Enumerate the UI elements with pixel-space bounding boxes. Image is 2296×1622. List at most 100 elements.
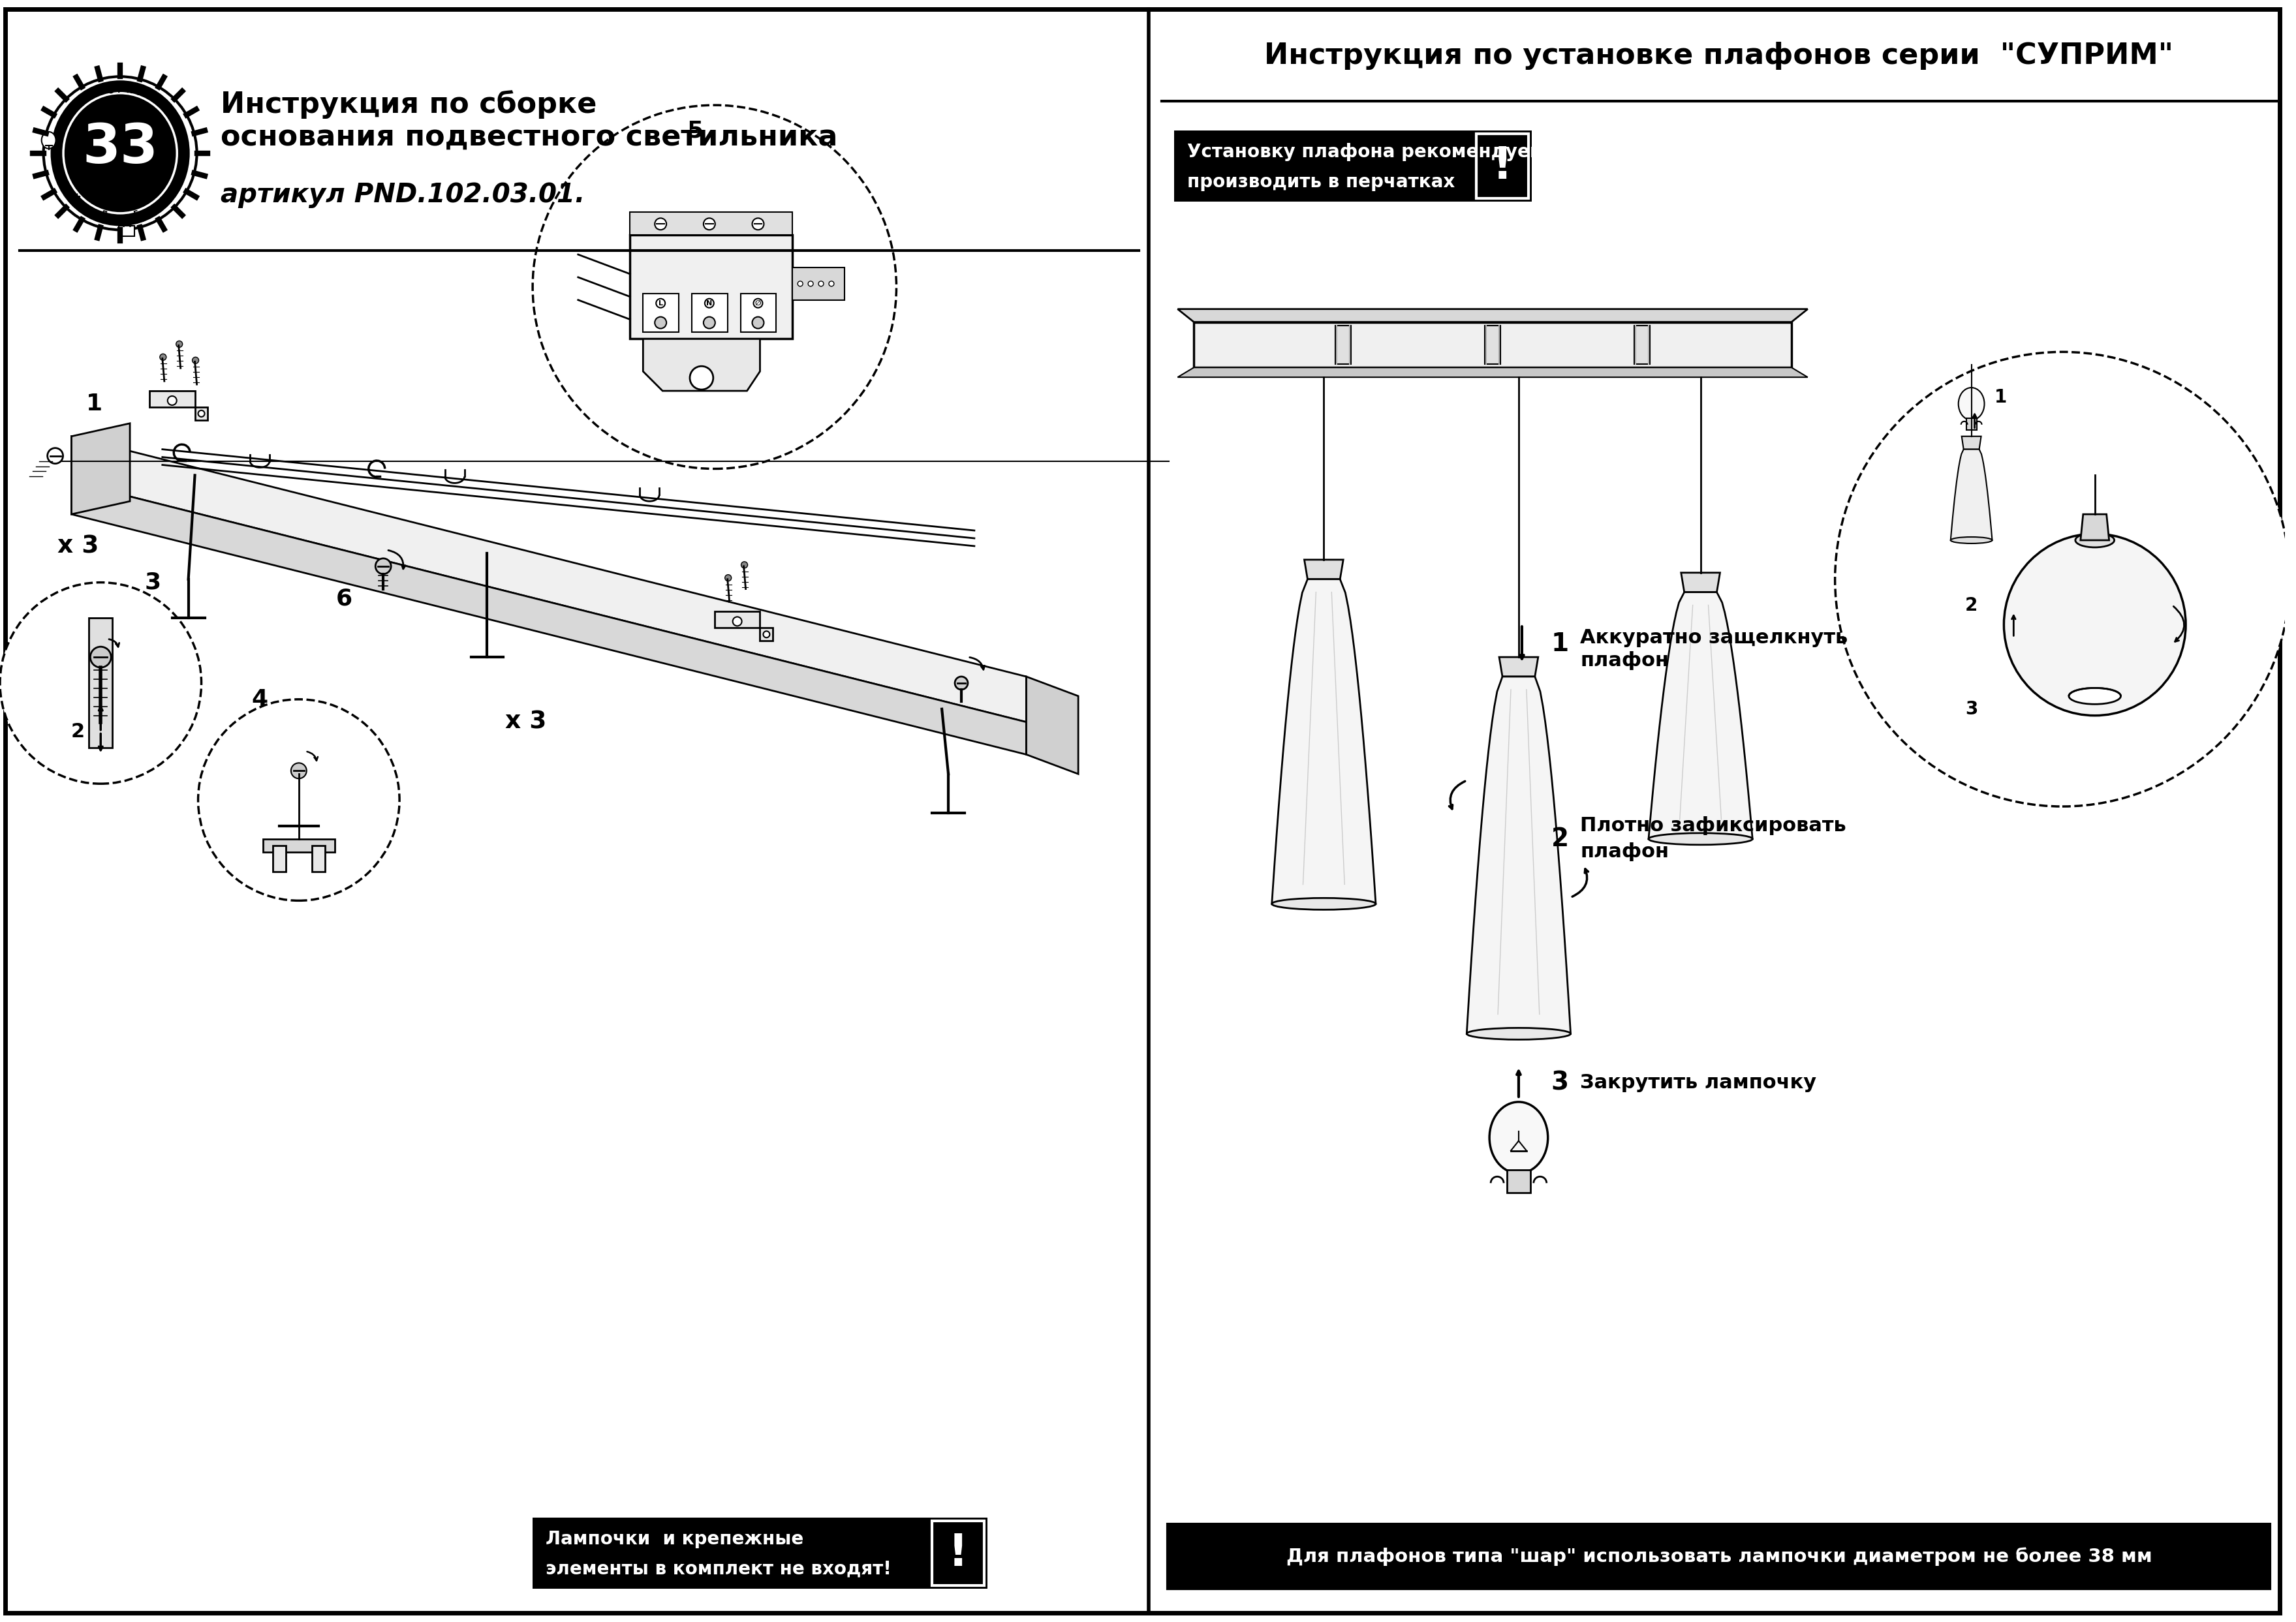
Text: 2: 2: [1965, 595, 1977, 615]
Circle shape: [533, 105, 895, 469]
Circle shape: [703, 316, 714, 329]
Text: 1: 1: [1995, 388, 2007, 407]
Polygon shape: [1499, 657, 1538, 676]
Circle shape: [654, 316, 666, 329]
Bar: [273, 845, 285, 871]
Polygon shape: [71, 436, 1026, 722]
Text: А: А: [87, 91, 96, 102]
Text: 5: 5: [687, 120, 703, 143]
Circle shape: [292, 762, 308, 779]
Circle shape: [2004, 534, 2186, 715]
Text: Е: Е: [133, 209, 140, 219]
Text: элементы в комплект не входят!: элементы в комплект не входят!: [546, 1560, 891, 1578]
Text: 3: 3: [1552, 1071, 1568, 1095]
Text: производить в перчатках: производить в перчатках: [1187, 174, 1456, 191]
Text: Т: Т: [96, 88, 106, 97]
Text: 33: 33: [83, 122, 158, 175]
Circle shape: [753, 316, 765, 329]
Text: О: О: [71, 102, 83, 114]
Text: Плотно зафиксировать: Плотно зафиксировать: [1580, 816, 1846, 835]
Circle shape: [44, 76, 197, 230]
Ellipse shape: [1467, 1028, 1570, 1040]
Text: Т: Т: [170, 118, 181, 127]
Polygon shape: [1961, 436, 1981, 449]
Bar: [264, 839, 335, 852]
Polygon shape: [1681, 573, 1720, 592]
Bar: [1194, 323, 1791, 368]
Polygon shape: [1272, 579, 1375, 903]
Text: 2: 2: [1552, 827, 1568, 852]
Text: Инструкция по установке плафонов серии  "СУПРИМ": Инструкция по установке плафонов серии "…: [1265, 42, 2174, 70]
Bar: [792, 268, 845, 300]
Text: Л: Л: [55, 127, 67, 136]
Text: И: И: [71, 193, 80, 203]
Text: основания подвестного светильника: основания подвестного светильника: [220, 123, 838, 151]
Text: 4: 4: [253, 688, 269, 710]
Bar: [629, 212, 792, 235]
Ellipse shape: [1958, 388, 1984, 420]
Circle shape: [705, 298, 714, 308]
Bar: [1336, 326, 1350, 365]
Ellipse shape: [64, 92, 177, 212]
Circle shape: [726, 574, 732, 581]
Text: 3: 3: [145, 571, 161, 594]
Bar: [1486, 326, 1502, 365]
Circle shape: [168, 396, 177, 406]
Polygon shape: [71, 482, 1026, 754]
Circle shape: [742, 561, 748, 568]
Text: А: А: [60, 118, 71, 128]
Circle shape: [829, 281, 833, 287]
Bar: [1635, 326, 1651, 365]
Circle shape: [808, 281, 813, 287]
Text: x 3: x 3: [57, 535, 99, 558]
Circle shape: [377, 558, 390, 574]
Text: 1: 1: [1552, 631, 1568, 657]
Text: С: С: [152, 96, 161, 107]
Text: Лампочки  и крепежные: Лампочки и крепежные: [546, 1530, 804, 1547]
Ellipse shape: [1272, 899, 1375, 910]
Bar: [533, 1518, 987, 1590]
Polygon shape: [1304, 560, 1343, 579]
Text: 6: 6: [335, 587, 354, 610]
Text: И: И: [126, 86, 133, 96]
Text: Д: Д: [99, 209, 108, 219]
Text: Р: Р: [117, 86, 124, 94]
Text: !: !: [1492, 144, 1513, 188]
Circle shape: [177, 341, 181, 347]
Circle shape: [197, 410, 204, 417]
Text: О: О: [106, 86, 115, 96]
Text: В: В: [158, 102, 170, 114]
Polygon shape: [71, 423, 131, 514]
Circle shape: [817, 281, 824, 287]
Ellipse shape: [2076, 534, 2115, 547]
Text: Аккуратно защелкнуть: Аккуратно защелкнуть: [1580, 628, 1848, 647]
Polygon shape: [1952, 449, 1993, 540]
Circle shape: [654, 217, 666, 230]
Ellipse shape: [41, 131, 55, 149]
Circle shape: [753, 217, 765, 230]
Circle shape: [1835, 352, 2289, 806]
Circle shape: [955, 676, 969, 689]
Text: плафон: плафон: [1580, 842, 1669, 861]
Text: ∅: ∅: [755, 300, 762, 307]
Bar: [742, 294, 776, 333]
Bar: [119, 225, 135, 237]
Bar: [1169, 1525, 2271, 1590]
Circle shape: [762, 631, 769, 637]
Text: N: N: [707, 300, 712, 307]
Text: Б: Б: [64, 110, 76, 120]
Text: Установку плафона рекомендуем: Установку плафона рекомендуем: [1187, 143, 1545, 161]
Text: 1: 1: [85, 393, 103, 415]
Ellipse shape: [53, 81, 188, 224]
Circle shape: [797, 281, 804, 287]
Bar: [932, 1521, 985, 1586]
Polygon shape: [1178, 368, 1807, 378]
Circle shape: [732, 616, 742, 626]
Polygon shape: [1178, 310, 1807, 323]
Circle shape: [48, 448, 62, 464]
Bar: [90, 618, 113, 748]
Ellipse shape: [2069, 688, 2122, 704]
Polygon shape: [1026, 676, 1079, 774]
Circle shape: [753, 298, 762, 308]
Circle shape: [689, 367, 714, 389]
